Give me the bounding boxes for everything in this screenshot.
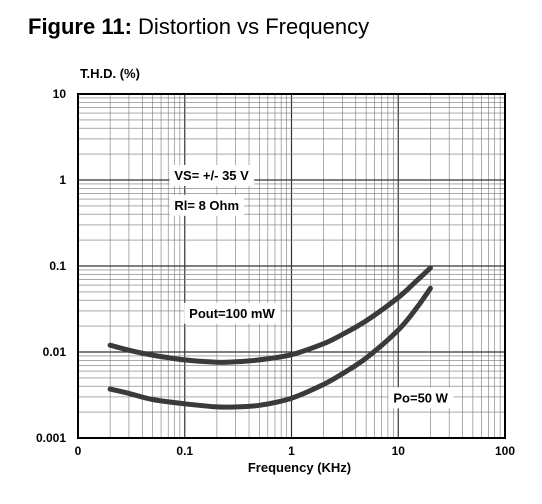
x-tick-label: 10: [392, 444, 406, 458]
annotation-background: [169, 194, 245, 216]
annotation-background: [169, 165, 255, 186]
y-tick-label: 10: [53, 87, 67, 101]
series-group: [107, 265, 433, 410]
y-axis-label: T.H.D. (%): [80, 66, 140, 81]
x-tick-label: 1: [288, 444, 295, 458]
annotation-background: [388, 387, 454, 409]
series-line: [107, 285, 433, 410]
y-tick-label: 1: [59, 173, 66, 187]
annotation-background: [184, 302, 281, 324]
grid: [77, 94, 505, 439]
annotation-label: VS= +/- 35 V: [174, 168, 249, 183]
annotations: VS= +/- 35 V Rl= 8 Ohm Pout=100 mW Po=50 W: [169, 165, 454, 409]
plot-frame: [77, 93, 506, 439]
annotation-label: Po=50 W: [393, 390, 448, 405]
chart-title: Figure 11: Distortion vs Frequency: [28, 14, 369, 40]
x-tick-label: 0: [75, 444, 82, 458]
y-tick-label: 0.001: [36, 431, 66, 445]
x-tick-label: 0.1: [176, 444, 193, 458]
y-tick-label: 0.01: [43, 345, 67, 359]
y-tick-label: 0.1: [49, 259, 66, 273]
tick-labels: 0 0.1 1 10 100 10 1 0.1 0.01 0.001: [36, 87, 515, 458]
annotation-label: Rl= 8 Ohm: [174, 198, 239, 213]
series-line: [107, 265, 433, 365]
x-tick-label: 100: [495, 444, 515, 458]
annotation-label: Pout=100 mW: [189, 306, 275, 321]
figure-number: Figure 11:: [28, 14, 132, 39]
figure-title-text: Distortion vs Frequency: [138, 14, 370, 39]
x-axis-label: Frequency (KHz): [248, 460, 351, 475]
